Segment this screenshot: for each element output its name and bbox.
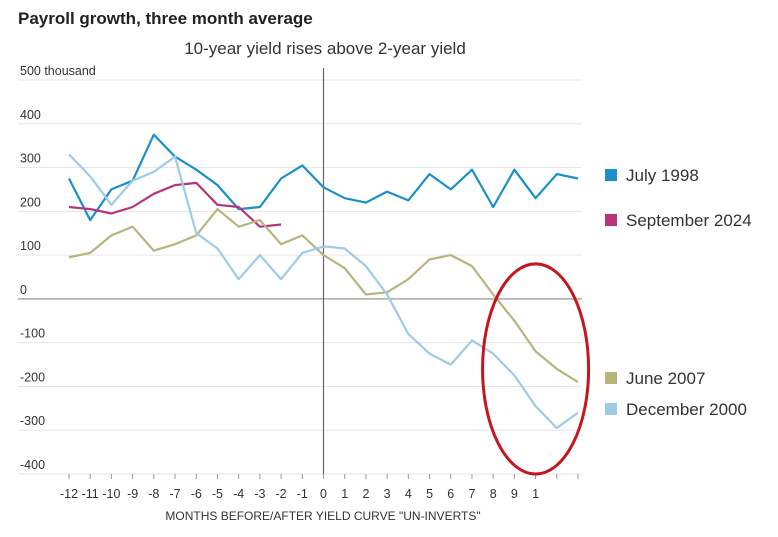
grid [18,68,582,475]
x-tick-label: 8 [490,487,497,501]
y-tick-label: -400 [20,458,45,472]
x-tick-label: 2 [362,487,369,501]
series-line [68,153,579,430]
legend-label: September 2024 [626,211,752,230]
highlight-ellipse [481,262,591,476]
x-tick-label: -12 [60,487,78,501]
legend-label: December 2000 [626,400,747,419]
x-tick-label: -3 [254,487,265,501]
y-tick-label: -200 [20,370,45,384]
legend-swatch [605,214,617,226]
y-tick-label: 400 [20,108,41,122]
y-tick-label: -300 [20,414,45,428]
x-tick-label: -7 [169,487,180,501]
x-tick-label: 7 [468,487,475,501]
series-lines [68,133,579,430]
x-tick-label: -6 [191,487,202,501]
x-tick-label: 9 [511,487,518,501]
highlight-ellipse-shape [481,262,591,476]
y-tick-label: 100 [20,239,41,253]
y-tick-label: 0 [20,283,27,297]
legend-label: July 1998 [626,166,699,185]
series-line [68,133,579,222]
legend-swatch [605,403,617,415]
legend-swatch [605,372,617,384]
y-tick-label: 200 [20,195,41,209]
x-tick-label: 0 [320,487,327,501]
x-tick-label: -1 [297,487,308,501]
x-tick-label: -11 [82,487,99,501]
chart-title: Payroll growth, three month average [18,9,313,28]
x-axis: -12 -11 -10 -9 -8 -7 -6 -5 -4 -3 -2 -1 0 1 2 3 4 5 6 7 8 9 1 [60,474,579,501]
x-tick-label: -4 [233,487,244,501]
x-tick-label: 3 [384,487,391,501]
y-axis-ticks: 500 thousand 400 300 200 100 0 -100 -200 -300 -40… [20,64,96,472]
x-tick-label: -9 [127,487,138,501]
x-tick-label: -8 [148,487,159,501]
x-tick-label: 6 [447,487,454,501]
y-tick-label: 500 thousand [20,64,96,78]
x-tick-label: 4 [405,487,412,501]
legend-swatch [605,169,617,181]
y-tick-label: 300 [20,152,41,166]
chart-annotation: 10-year yield rises above 2-year yield [184,39,466,58]
series-line [68,181,282,228]
x-tick-label: -5 [212,487,223,501]
x-tick-label: 1 [341,487,348,501]
x-tick-label: -2 [276,487,287,501]
legend-label: June 2007 [626,369,705,388]
y-tick-label: -100 [20,327,45,341]
x-tick-label: -10 [102,487,120,501]
series-line [68,208,579,384]
x-tick-label: 5 [426,487,433,501]
x-tick-label: 1 [532,487,539,501]
legend: July 1998 September 2024 June 2007 December… [605,166,752,419]
x-axis-label: MONTHS BEFORE/AFTER YIELD CURVE "UN-INVE… [165,509,480,523]
